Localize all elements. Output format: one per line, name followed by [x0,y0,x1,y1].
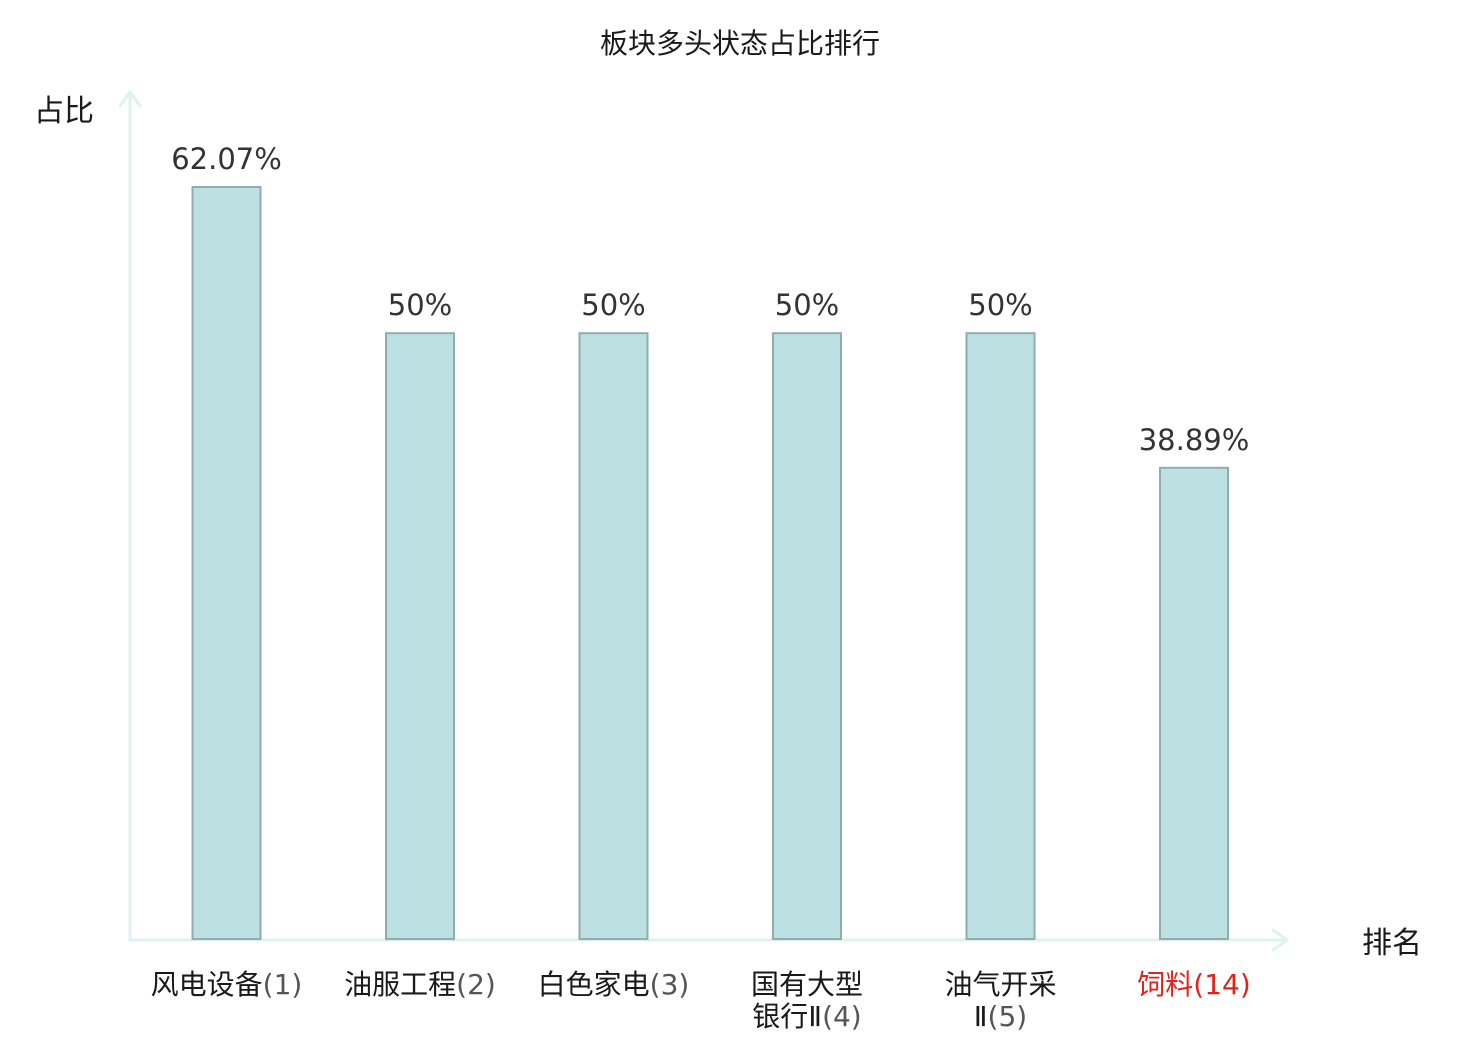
x-tick-label-name: 白色家电 [538,968,650,1001]
x-axis-label: 排名 [1362,926,1422,961]
chart-title: 板块多头状态占比排行 [600,27,880,60]
x-tick-label-rank: (3) [650,968,690,1001]
x-tick-label-line: 风电设备(1) [151,968,303,1001]
value-labels: 62.07% 50% 50% 50% 50% 38.89% [171,142,1249,457]
bar [965,332,1036,940]
x-tick-label-name: 油服工程 [344,968,456,1001]
bar [1159,466,1229,940]
category-labels: 风电设备(1) 油服工程(2) 白色家电(3) 国有大型银行Ⅱ(4) 油气开采 Ⅱ(5) 饲… [151,968,1251,1033]
bar [578,332,649,940]
x-tick-label-name: 风电设备 [151,968,263,1001]
x-tick-label: 饲料(14) [1137,968,1251,1001]
x-tick-label: 白色家电(3) [538,968,690,1001]
x-tick-label: 风电设备(1) [151,968,303,1001]
x-tick-label-name: 银行Ⅱ [752,1000,822,1033]
x-tick-label-line: Ⅱ(5) [974,1000,1027,1033]
bars [191,186,1229,940]
bar [772,332,842,940]
y-axis-label: 占比 [34,94,94,129]
data-label: 62.07% [171,142,282,176]
x-tick-label-name: Ⅱ [974,1000,988,1033]
data-label: 50% [775,288,839,322]
x-tick-label: 油服工程(2) [344,968,496,1001]
bar [385,332,455,940]
y-axis-arrow [118,90,142,108]
x-tick-label-line: 油服工程(2) [344,968,496,1001]
x-tick-label-line: 银行Ⅱ(4) [752,1000,861,1033]
x-tick-label-rank: (14) [1193,968,1250,1001]
x-tick-label-name: 国有大型 [751,968,863,1001]
x-tick-label-name: 油气开采 [944,968,1056,1001]
x-tick-label-name: 饲料 [1137,968,1193,1001]
x-tick-label-line: 饲料(14) [1137,968,1251,1001]
x-tick-label-line: 白色家电(3) [538,968,690,1001]
x-tick-label-line: 国有大型 [751,968,863,1001]
bar [191,186,262,940]
x-tick-label-rank: (4) [822,1000,862,1033]
data-label: 50% [388,288,452,322]
x-tick-label: 国有大型银行Ⅱ(4) [751,968,863,1033]
x-tick-label-line: 油气开采 [944,968,1056,1001]
x-tick-label-rank: (2) [456,968,496,1001]
data-label: 50% [968,288,1032,322]
data-label: 38.89% [1139,423,1250,457]
data-label: 50% [581,288,645,322]
x-tick-label-rank: (1) [263,968,303,1001]
x-axis-arrow [1271,928,1289,952]
axes [118,90,1289,952]
x-tick-label: 油气开采 Ⅱ(5) [944,968,1056,1033]
x-tick-label-rank: (5) [988,1000,1028,1033]
